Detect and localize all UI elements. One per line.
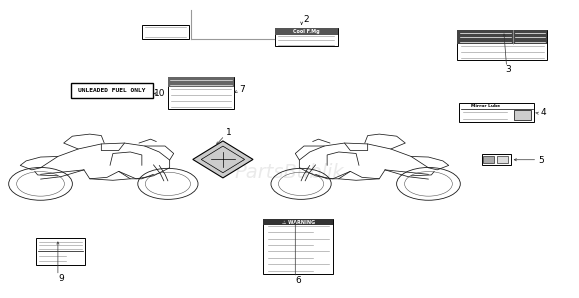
Text: Cool F.Mg: Cool F.Mg xyxy=(293,29,320,34)
Bar xyxy=(275,28,338,46)
Bar xyxy=(483,156,494,163)
Bar xyxy=(457,30,547,44)
Polygon shape xyxy=(193,141,253,178)
Text: 6: 6 xyxy=(295,276,301,285)
Bar xyxy=(514,110,532,120)
Bar xyxy=(36,238,85,265)
Text: UNLEADED FUEL ONLY: UNLEADED FUEL ONLY xyxy=(78,88,146,93)
Bar xyxy=(168,77,234,109)
Text: 1: 1 xyxy=(226,128,232,137)
Bar xyxy=(459,103,534,122)
Bar xyxy=(142,25,189,39)
Text: Mirror Lube: Mirror Lube xyxy=(471,104,500,108)
Text: 10: 10 xyxy=(154,89,166,98)
Text: 4: 4 xyxy=(540,108,546,117)
Text: PartsBublik: PartsBublik xyxy=(234,163,345,182)
Bar xyxy=(263,219,333,274)
Bar xyxy=(263,219,333,225)
Text: ⚠ WARNING: ⚠ WARNING xyxy=(281,220,315,225)
Text: 3: 3 xyxy=(505,65,511,74)
Text: 5: 5 xyxy=(538,156,544,164)
Bar xyxy=(497,156,508,163)
Bar xyxy=(71,83,153,98)
Bar xyxy=(457,30,547,60)
Text: 9: 9 xyxy=(58,274,64,283)
Bar xyxy=(168,77,234,88)
Bar xyxy=(482,154,511,165)
Text: 2: 2 xyxy=(303,15,309,24)
Text: 7: 7 xyxy=(239,85,245,94)
Bar xyxy=(275,28,338,35)
